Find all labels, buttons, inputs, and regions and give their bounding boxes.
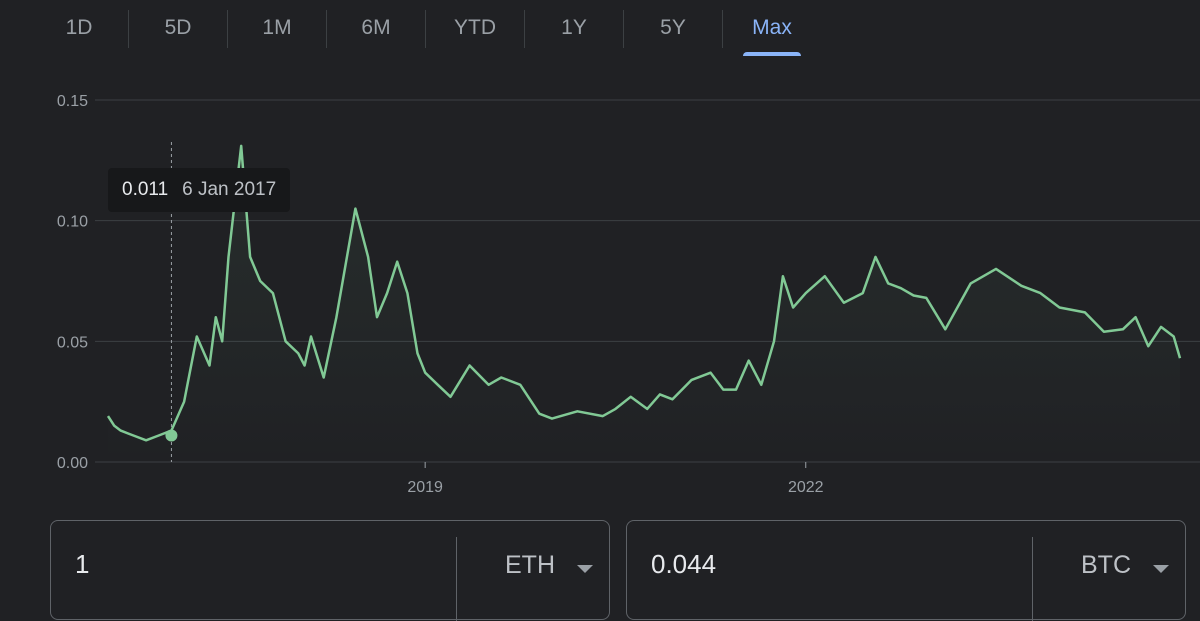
y-tick-label: 0.05 xyxy=(57,334,88,351)
tab-5d[interactable]: 5D xyxy=(164,16,192,39)
price-chart[interactable]: 0.15 0.10 0.05 0.00 2019 2022 0.011 6 Jan 201… xyxy=(0,60,1200,510)
from-amount-box: 1 ETH xyxy=(50,520,610,621)
hover-point xyxy=(165,429,178,442)
from-divider xyxy=(456,537,457,621)
x-tick-label: 2022 xyxy=(788,479,824,496)
to-amount-input[interactable]: 0.044 xyxy=(651,549,717,579)
y-tick-label: 0.10 xyxy=(57,214,88,231)
y-tick-label: 0.15 xyxy=(57,93,88,110)
tab-5y[interactable]: 5Y xyxy=(660,16,686,39)
tooltip-date: 6 Jan 2017 xyxy=(182,179,277,200)
tab-max[interactable]: Max xyxy=(723,0,821,56)
time-range-tabs: 1D 5D 1M 6M YTD 1Y 5Y Max xyxy=(30,0,870,56)
tab-1y[interactable]: 1Y xyxy=(561,16,587,39)
tab-separator xyxy=(425,10,426,48)
tab-ytd[interactable]: YTD xyxy=(454,16,496,39)
from-amount-input[interactable]: 1 xyxy=(75,549,90,579)
tab-1d[interactable]: 1D xyxy=(65,16,93,39)
series-line xyxy=(106,144,1182,442)
tab-separator xyxy=(722,10,723,48)
to-divider xyxy=(1032,537,1033,621)
tab-separator xyxy=(227,10,228,48)
from-chevron-down-icon[interactable] xyxy=(577,565,593,573)
to-chevron-down-icon[interactable] xyxy=(1153,565,1169,573)
from-currency-select[interactable]: ETH xyxy=(505,551,555,579)
tab-1m[interactable]: 1M xyxy=(262,16,292,39)
tab-separator xyxy=(623,10,624,48)
y-tick-label: 0.00 xyxy=(57,455,88,472)
tab-6m[interactable]: 6M xyxy=(361,16,391,39)
price-chart-svg: 0.15 0.10 0.05 0.00 2019 2022 xyxy=(57,93,1200,496)
tab-separator xyxy=(128,10,129,48)
series-area xyxy=(108,145,1180,462)
tab-separator xyxy=(326,10,327,48)
tooltip-value: 0.011 xyxy=(122,179,169,200)
to-amount-box: 0.044 BTC xyxy=(626,520,1186,621)
tab-separator xyxy=(524,10,525,48)
hover-tooltip: 0.011 6 Jan 2017 xyxy=(108,168,291,212)
to-currency-select[interactable]: BTC xyxy=(1081,551,1131,579)
x-tick-label: 2019 xyxy=(407,479,443,496)
